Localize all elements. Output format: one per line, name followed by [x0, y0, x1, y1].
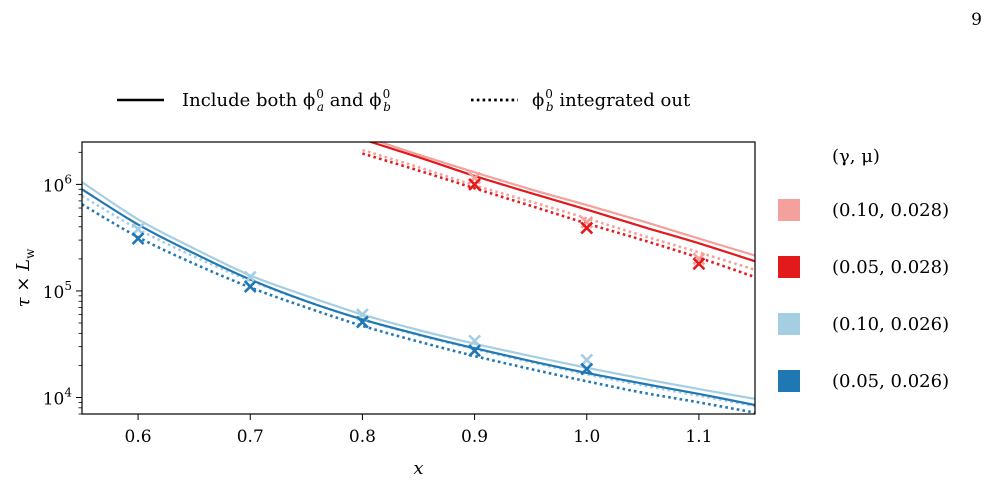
axis-labels: x τ × Lw [13, 248, 424, 479]
series-legend-swatch [778, 370, 800, 392]
series-1-solid-line [367, 142, 755, 263]
y-tick-label: 106 [43, 172, 72, 196]
series-2-dotted-line [82, 194, 755, 408]
series-0-solid-line [376, 142, 755, 257]
series-1-marker [692, 257, 706, 271]
series-legend-swatch [778, 313, 800, 335]
series-3-marker [468, 344, 482, 358]
series-1-marker [468, 177, 482, 191]
series-3-marker [243, 280, 257, 293]
series-legend-label: (0.05, 0.028) [832, 257, 949, 278]
series-1-marker [580, 221, 594, 235]
style-legend: Include both ϕ0 a and ϕ0 b ϕ0 b integrated o… [117, 87, 691, 114]
y-tick-label: 104 [43, 385, 73, 409]
x-tick-label: 1.1 [685, 427, 712, 447]
legend-dotted-label: ϕ0 b integrated out [532, 87, 691, 114]
series-0-dotted-line [362, 148, 755, 272]
plot-area: 0.6 0.7 0.8 0.9 1.0 1.1 104 105 106 [43, 141, 756, 447]
series-0-marker [692, 252, 706, 266]
series-legend-label: (0.10, 0.028) [832, 200, 949, 221]
x-tick-label: 1.0 [573, 427, 600, 447]
series-legend-label: (0.05, 0.026) [832, 371, 949, 392]
y-tick-label: 105 [43, 279, 72, 303]
x-tick-label: 0.7 [237, 427, 264, 447]
series-1-dotted-line [362, 152, 755, 279]
x-tick-label: 0.8 [349, 427, 376, 447]
series-legend-label: (0.10, 0.026) [832, 314, 949, 335]
series-2-marker [243, 270, 257, 284]
x-tick-label: 0.6 [125, 427, 152, 447]
series-legend: (γ, μ) (0.10, 0.028) (0.05, 0.028) (0.10, 0… [778, 146, 949, 392]
series-legend-swatch [778, 256, 800, 278]
x-tick-label: 0.9 [461, 427, 488, 447]
plot-frame [81, 141, 756, 415]
x-axis-label: x [413, 458, 423, 479]
series-legend-swatch [778, 199, 800, 221]
series-3-marker [580, 362, 594, 376]
series-3-solid-line [82, 188, 755, 407]
y-axis-label: τ × Lw [13, 248, 37, 307]
series-2-solid-line [82, 181, 755, 400]
series-3-marker [131, 232, 145, 246]
series-3-marker [355, 315, 369, 329]
series-2-marker [131, 222, 145, 236]
series-2-marker [468, 334, 482, 348]
legend-solid-label: Include both ϕ0 a and ϕ0 b [182, 87, 391, 114]
page-number: 9 [971, 10, 982, 30]
series-legend-title: (γ, μ) [832, 146, 880, 167]
